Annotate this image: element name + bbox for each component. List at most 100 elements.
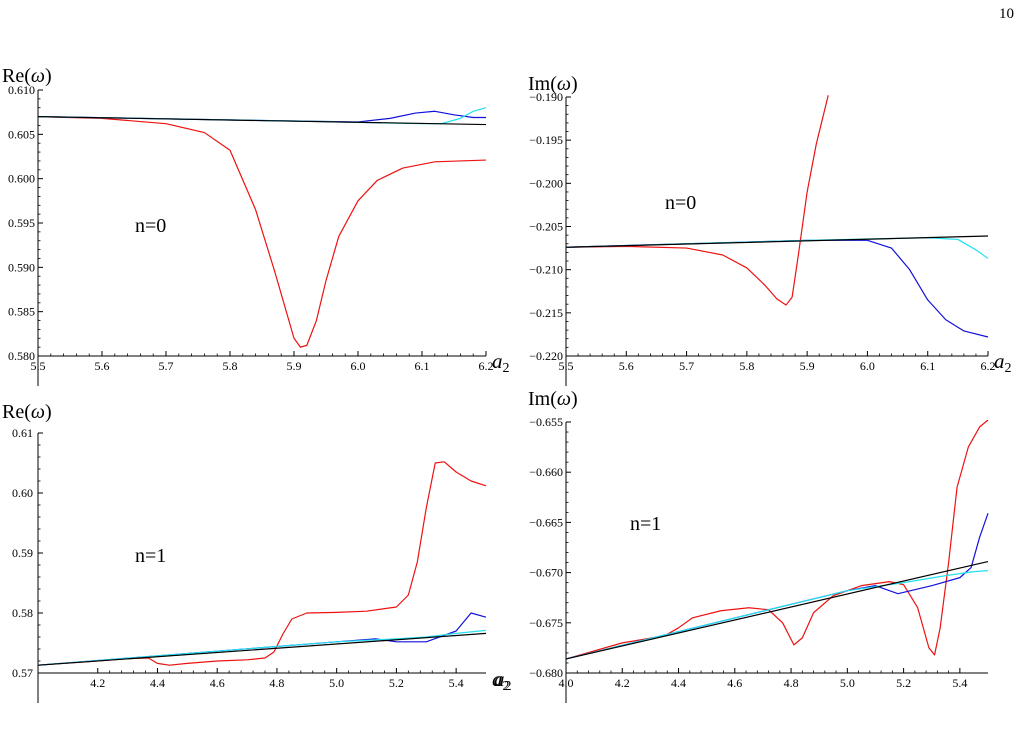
chart-im_n1: 4.0 4.2 4.4 4.6 4.8 5.0 5.2 5.4 −0.680 −0.675 −0.6… xyxy=(494,388,989,703)
y-tick-label: 0.60 xyxy=(12,486,33,500)
x-axis-title: a2 xyxy=(492,667,510,694)
x-tick-label: 5.4 xyxy=(449,676,464,690)
x-axis-title-subscript: 2 xyxy=(503,679,510,694)
x-tick-label: 5.9 xyxy=(800,359,815,373)
x-axis-title: a2 xyxy=(492,349,510,376)
x-tick-label: 5.7 xyxy=(159,359,174,373)
x-tick-label: 6.0 xyxy=(860,359,875,373)
y-axis-title-close: ) xyxy=(571,388,578,410)
y-tick-label: −0.200 xyxy=(529,176,563,190)
y-axis-title-main: Re( xyxy=(2,65,31,87)
series-line-black xyxy=(566,560,989,660)
x-axis-title-subscript: 2 xyxy=(1005,361,1012,376)
series-line-black xyxy=(566,235,989,248)
series-line-red xyxy=(38,116,487,348)
series-line-blue xyxy=(566,239,989,338)
y-tick-label: 0.595 xyxy=(8,216,35,230)
x-tick-label: 4.2 xyxy=(90,676,105,690)
x-tick-label: 4.4 xyxy=(150,676,165,690)
y-axis-title-close: ) xyxy=(571,73,578,95)
x-axis-title-main: a xyxy=(494,667,505,691)
y-tick-label: 0.605 xyxy=(8,127,35,141)
series-line-black xyxy=(38,632,487,666)
x-tick-label: 6.2 xyxy=(479,359,494,373)
x-tick-label: 5.6 xyxy=(619,359,634,373)
page-number: 10 xyxy=(999,6,1014,22)
x-tick-label: 5.8 xyxy=(223,359,238,373)
series-line-cyan xyxy=(38,629,487,666)
y-tick-label: 0.590 xyxy=(8,260,35,274)
y-tick-label: 0.585 xyxy=(8,305,35,319)
x-axis-title-main: a xyxy=(492,667,503,691)
y-tick-label: −0.220 xyxy=(529,349,563,363)
x-axis-title-subscript: 2 xyxy=(503,361,510,376)
x-tick-label: 4.2 xyxy=(615,676,630,690)
y-tick-label: −0.680 xyxy=(529,666,563,680)
series-line-red xyxy=(38,461,487,666)
x-tick-label: 4.8 xyxy=(269,676,284,690)
x-tick-label: 4.8 xyxy=(784,676,799,690)
y-axis-title-symbol: ω xyxy=(557,388,571,410)
y-tick-label: −0.665 xyxy=(529,515,563,529)
y-tick-label: 0.58 xyxy=(12,606,33,620)
annotation-label: n=0 xyxy=(135,215,166,237)
y-tick-label: −0.660 xyxy=(529,465,563,479)
x-tick-label: 4.4 xyxy=(671,676,686,690)
x-tick-label: 5.6 xyxy=(95,359,110,373)
x-axis-title: a2 xyxy=(994,349,1012,376)
series-line-cyan xyxy=(566,237,989,259)
x-tick-label: 6.1 xyxy=(415,359,430,373)
x-tick-label: 5.4 xyxy=(952,676,967,690)
y-tick-label: −0.210 xyxy=(529,263,563,277)
x-axis-title-subscript: 2 xyxy=(505,679,512,694)
series-line-blue xyxy=(38,612,487,666)
x-tick-label: 5.5 xyxy=(31,359,46,373)
y-axis-title-symbol: ω xyxy=(557,73,571,95)
x-axis-title: a2 xyxy=(494,667,512,694)
y-tick-label: 0.61 xyxy=(12,426,33,440)
y-axis-title-main: Im( xyxy=(528,388,557,410)
y-axis-title: Re(ω) xyxy=(2,401,52,423)
y-tick-label: 0.610 xyxy=(8,83,35,97)
y-axis-title: Re(ω) xyxy=(2,65,52,87)
y-axis-title: Im(ω) xyxy=(528,73,578,95)
x-axis-title-main: a xyxy=(492,349,503,373)
x-tick-label: 5.2 xyxy=(896,676,911,690)
x-tick-label: 5.0 xyxy=(329,676,344,690)
y-axis-title: Im(ω) xyxy=(528,388,578,410)
y-tick-label: −0.190 xyxy=(529,90,563,104)
y-tick-label: −0.205 xyxy=(529,220,563,234)
y-axis-title-main: Re( xyxy=(2,401,31,423)
y-tick-label: 0.57 xyxy=(12,666,33,680)
series-line-red xyxy=(566,420,989,660)
x-tick-label: 5.7 xyxy=(679,359,694,373)
annotation-label: n=1 xyxy=(630,513,661,535)
series-line-cyan xyxy=(38,107,487,125)
annotation-label: n=1 xyxy=(135,545,166,567)
x-tick-label: 6.1 xyxy=(920,359,935,373)
x-tick-label: 6.2 xyxy=(981,359,996,373)
x-tick-label: 5.5 xyxy=(559,359,574,373)
y-axis-title-symbol: ω xyxy=(31,65,45,87)
y-tick-label: −0.675 xyxy=(529,616,563,630)
chart-re_n0: 5.5 5.6 5.7 5.8 5.9 6.0 6.1 6.2 0.580 0.585 0.590 0… xyxy=(2,65,510,386)
annotation-label: n=0 xyxy=(665,192,696,214)
x-tick-label: 6.0 xyxy=(351,359,366,373)
x-tick-label: 4.6 xyxy=(210,676,225,690)
x-tick-label: 4.0 xyxy=(559,676,574,690)
series-line-black xyxy=(38,116,487,126)
y-axis-title-symbol: ω xyxy=(31,401,45,423)
chart-re_n1: 4.2 4.4 4.6 4.8 5.0 5.2 5.4 0.57 0.58 0.59 0.60 0.6… xyxy=(2,401,510,703)
y-tick-label: −0.215 xyxy=(529,306,563,320)
y-tick-label: 0.600 xyxy=(8,172,35,186)
x-tick-label: 5.9 xyxy=(287,359,302,373)
y-tick-label: −0.670 xyxy=(529,566,563,580)
y-tick-label: 0.59 xyxy=(12,546,33,560)
series-line-cyan xyxy=(566,569,989,660)
y-tick-label: −0.195 xyxy=(529,133,563,147)
x-tick-label: 5.8 xyxy=(739,359,754,373)
y-axis-title-close: ) xyxy=(45,401,52,423)
x-tick-label: 5.2 xyxy=(389,676,404,690)
y-tick-label: −0.655 xyxy=(529,415,563,429)
